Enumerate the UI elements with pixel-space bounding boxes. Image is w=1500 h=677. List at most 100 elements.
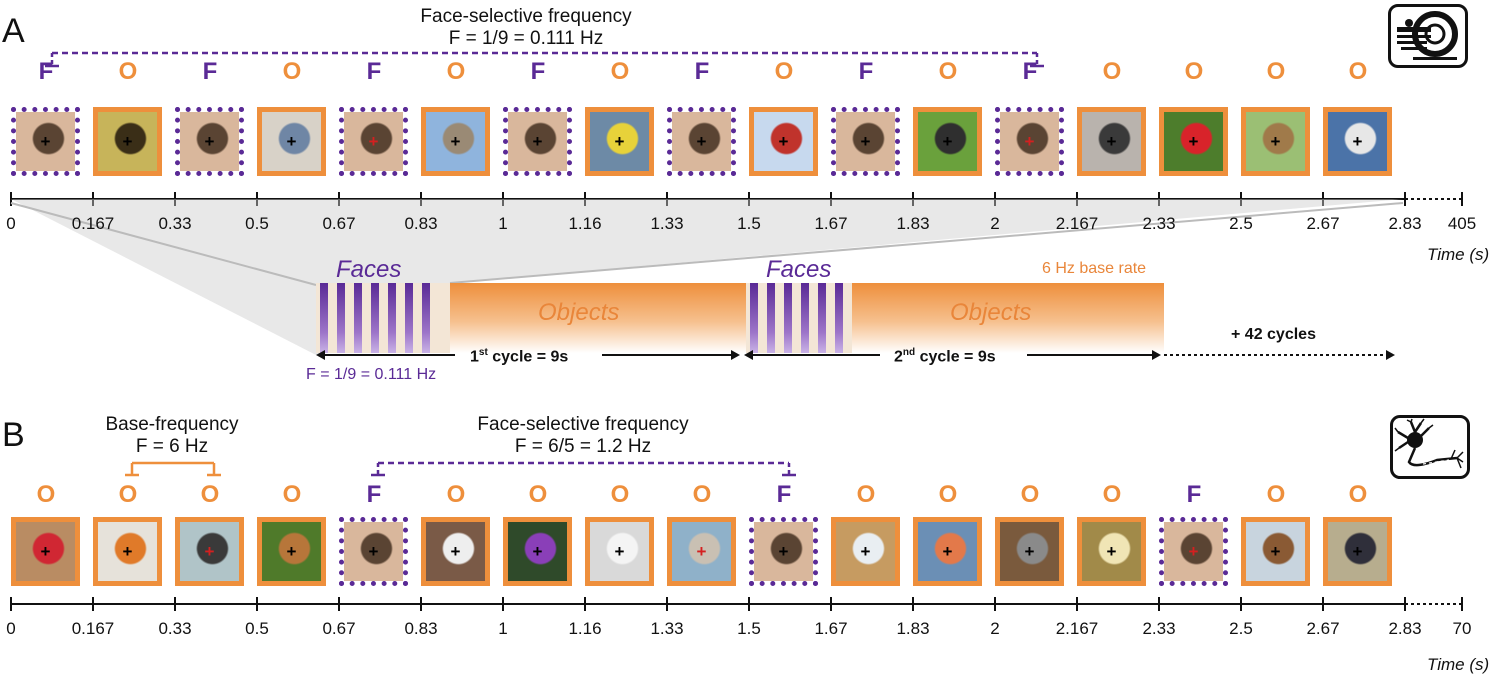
b-tick-label: 70 bbox=[1452, 619, 1472, 638]
fixation-cross-icon: + bbox=[860, 541, 871, 561]
b-letter-object: O bbox=[528, 481, 548, 508]
schem-objects-label-2: Objects bbox=[950, 299, 1032, 326]
a-stimulus-strawberry: + bbox=[1159, 107, 1228, 176]
schem-freq-label: F = 1/9 = 0.111 Hz bbox=[306, 366, 437, 383]
b-tick-label: 0.33 bbox=[158, 619, 192, 638]
zoom-line-left bbox=[10, 202, 317, 286]
schem-face-stripe bbox=[801, 283, 809, 353]
a-letter-object: O bbox=[118, 58, 138, 85]
b-stimulus-cat: + bbox=[175, 517, 244, 586]
a-tick-label: 2.33 bbox=[1142, 214, 1176, 233]
fixation-cross-icon: + bbox=[204, 131, 215, 151]
panel-b-label: B bbox=[2, 416, 25, 454]
a-letter-object: O bbox=[1102, 58, 1122, 85]
b-tick-label: 0 bbox=[6, 619, 16, 638]
schem-cycle1-label: 1st cycle = 9s bbox=[470, 347, 568, 366]
fixation-cross-icon: + bbox=[1106, 131, 1117, 151]
a-stimulus-wasp: + bbox=[93, 107, 162, 176]
fixation-cross-icon: + bbox=[778, 541, 789, 561]
fixation-cross-icon: + bbox=[1270, 541, 1281, 561]
cycle2-sup: nd bbox=[902, 347, 916, 358]
a-letter-face: F bbox=[858, 58, 874, 85]
b-stimulus-flower: + bbox=[503, 517, 572, 586]
panel-b-base-title-line2: F = 6 Hz bbox=[135, 436, 209, 457]
a-tick-label: 1.67 bbox=[814, 214, 848, 233]
a-stimulus-face: + bbox=[503, 107, 572, 176]
panel-b-base-title-line1: Base-frequency bbox=[105, 414, 239, 435]
schem-face-stripe bbox=[422, 283, 430, 353]
fixation-cross-icon: + bbox=[1188, 131, 1199, 151]
b-letter-face: F bbox=[366, 481, 382, 508]
cycle1-rest: cycle = 9s bbox=[487, 348, 569, 366]
a-tick-label: 2.167 bbox=[1055, 214, 1099, 233]
b-stimulus-plate: + bbox=[831, 517, 900, 586]
fixation-cross-icon: + bbox=[532, 541, 543, 561]
stimulus-picture bbox=[1164, 522, 1223, 581]
schem-faces-label-2: Faces bbox=[766, 256, 832, 283]
a-tick-label: 1.16 bbox=[568, 214, 602, 233]
schem-base-rate-label: 6 Hz base rate bbox=[1042, 260, 1147, 277]
stimulus-picture bbox=[98, 522, 157, 581]
b-letter-object: O bbox=[1266, 481, 1286, 508]
fixation-cross-icon: + bbox=[860, 131, 871, 151]
stimulus-picture bbox=[426, 112, 485, 171]
b-stimulus-telephone: + bbox=[585, 517, 654, 586]
panel-a-title-line2: F = 1/9 = 0.111 Hz bbox=[448, 28, 604, 49]
stimulus-picture bbox=[754, 522, 813, 581]
arrow-head bbox=[316, 350, 325, 360]
schem-face-stripe bbox=[750, 283, 758, 353]
a-stimulus-face: + bbox=[667, 107, 736, 176]
a-tick-label: 1.5 bbox=[737, 214, 761, 233]
a-tick-label: 0.67 bbox=[322, 214, 356, 233]
stimulus-picture bbox=[754, 112, 813, 171]
a-tick-label: 2.67 bbox=[1306, 214, 1340, 233]
b-tick-label: 0.67 bbox=[322, 619, 356, 638]
stimulus-picture bbox=[918, 522, 977, 581]
a-stimulus-boat: + bbox=[257, 107, 326, 176]
schem-faces-label-1: Faces bbox=[336, 256, 402, 283]
stimulus-picture bbox=[1328, 112, 1387, 171]
fixation-cross-icon: + bbox=[1188, 541, 1199, 561]
a-tick-label: 1.83 bbox=[896, 214, 930, 233]
fixation-cross-icon: + bbox=[286, 541, 297, 561]
zoom-line-right bbox=[449, 202, 1404, 284]
schem-face-stripe bbox=[835, 283, 843, 353]
fixation-cross-icon: + bbox=[1106, 541, 1117, 561]
a-stimulus-whale: + bbox=[1323, 107, 1392, 176]
cycle1-number: 1 bbox=[470, 348, 479, 366]
fixation-cross-icon: + bbox=[1352, 541, 1363, 561]
a-tick-label: 2 bbox=[990, 214, 1000, 233]
fixation-cross-icon: + bbox=[122, 541, 133, 561]
stimulus-picture bbox=[672, 112, 731, 171]
b-tick-label: 2 bbox=[990, 619, 1000, 638]
a-letter-face: F bbox=[202, 58, 218, 85]
b-letter-object: O bbox=[36, 481, 56, 508]
b-letter-object: O bbox=[1348, 481, 1368, 508]
b-stimulus-eggplant: + bbox=[1323, 517, 1392, 586]
b-tick-label: 2.167 bbox=[1055, 619, 1099, 638]
fixation-cross-icon: + bbox=[614, 541, 625, 561]
stimulus-picture bbox=[672, 522, 731, 581]
b-stimulus-lamp: + bbox=[1077, 517, 1146, 586]
b-tick-label: 2.83 bbox=[1388, 619, 1422, 638]
b-letter-object: O bbox=[856, 481, 876, 508]
stimulus-picture bbox=[1000, 112, 1059, 171]
fixation-cross-icon: + bbox=[204, 541, 215, 561]
fixation-cross-icon: + bbox=[1024, 131, 1035, 151]
arrow-head bbox=[731, 350, 740, 360]
stimulus-picture bbox=[180, 112, 239, 171]
b-letter-object: O bbox=[446, 481, 466, 508]
b-tick-label: 2.67 bbox=[1306, 619, 1340, 638]
stimulus-picture bbox=[180, 522, 239, 581]
a-stimulus-windmill: + bbox=[421, 107, 490, 176]
stimulus-picture bbox=[836, 522, 895, 581]
stimulus-picture bbox=[16, 522, 75, 581]
b-tick-label: 0.5 bbox=[245, 619, 269, 638]
panel-b-title: Face-selective frequency F = 6/5 = 1.2 H… bbox=[433, 414, 733, 458]
panel-a-title-line1: Face-selective frequency bbox=[420, 6, 632, 27]
stimulus-picture bbox=[508, 112, 567, 171]
a-stimulus-watering-can: + bbox=[585, 107, 654, 176]
b-tick-label: 1.67 bbox=[814, 619, 848, 638]
